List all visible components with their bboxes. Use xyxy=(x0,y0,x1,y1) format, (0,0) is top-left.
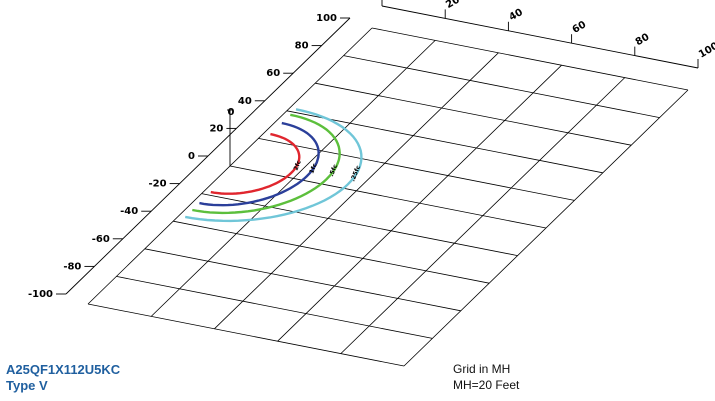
mounting-height-note: MH=20 Feet xyxy=(453,378,520,392)
left-tick-label: 40 xyxy=(238,96,252,107)
top-axis xyxy=(381,5,699,69)
top-tick-label: 60 xyxy=(571,19,589,36)
left-tick-label: 0 xyxy=(188,151,195,162)
left-tick-label: 60 xyxy=(266,68,280,79)
top-tick-label: 100 xyxy=(697,41,715,61)
grid-line xyxy=(286,110,603,174)
grid-line xyxy=(144,248,461,312)
grid-line xyxy=(258,138,575,201)
left-tick-label: -60 xyxy=(92,234,110,245)
top-tick-label: 80 xyxy=(634,32,652,49)
isofootcandle-lines xyxy=(184,108,363,223)
isoline-label: 1fc xyxy=(308,162,319,175)
left-tick-label: 80 xyxy=(295,41,309,52)
grid-line xyxy=(343,55,660,118)
grid-line xyxy=(229,165,547,229)
isoline-label: .5fc xyxy=(328,163,339,178)
grid-line xyxy=(173,220,490,284)
isoline xyxy=(192,113,341,215)
left-tick-label: -100 xyxy=(28,289,53,300)
grid-line xyxy=(315,82,632,146)
top-tick-label: 20 xyxy=(444,0,462,11)
left-tick-label: -20 xyxy=(149,179,167,190)
grid-line xyxy=(87,303,405,367)
grid-line xyxy=(116,276,433,339)
ground-grid xyxy=(87,27,689,367)
left-tick-label: -80 xyxy=(63,261,81,272)
tick-labels: 100 80 60 40 20 0 -20 -40 -60 -80 -100 0 20 40 60 80 100… xyxy=(28,0,715,300)
catalog-number: A25QF1X112U5KC xyxy=(6,362,121,377)
grid-line xyxy=(201,193,518,256)
left-tick-label: 100 xyxy=(316,13,337,24)
top-tick-label: 40 xyxy=(507,7,525,24)
distribution-type: Type V xyxy=(6,378,48,393)
isoline-label: .25fc xyxy=(349,164,362,183)
left-tick-label: 20 xyxy=(209,123,223,134)
grid-note: Grid in MH xyxy=(453,362,511,376)
axes xyxy=(56,0,699,295)
left-tick-label: -40 xyxy=(120,206,138,217)
vertical-tick-label: 0 xyxy=(228,107,235,118)
isoline xyxy=(210,132,301,195)
isoline-label: 2fc xyxy=(293,159,304,172)
isoline xyxy=(199,121,320,207)
isoline xyxy=(184,108,363,223)
grid-line xyxy=(371,27,689,91)
